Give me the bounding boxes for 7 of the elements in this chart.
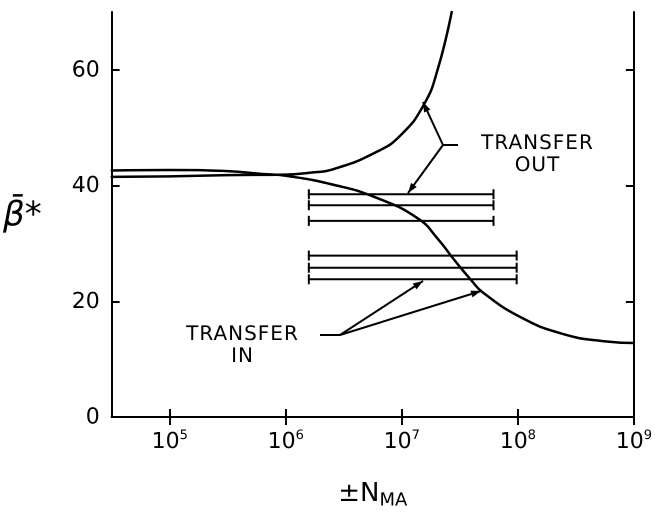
annotation: TRANSFER OUT (480, 130, 595, 176)
y-tick-label: 60 (72, 57, 100, 82)
y-axis-title: β̄* (2, 193, 42, 234)
annotation: TRANSFER IN (185, 321, 300, 367)
y-tick-label: 40 (72, 173, 100, 198)
y-tick-label: 20 (72, 288, 100, 314)
y-tick-label: 0 (86, 404, 100, 430)
